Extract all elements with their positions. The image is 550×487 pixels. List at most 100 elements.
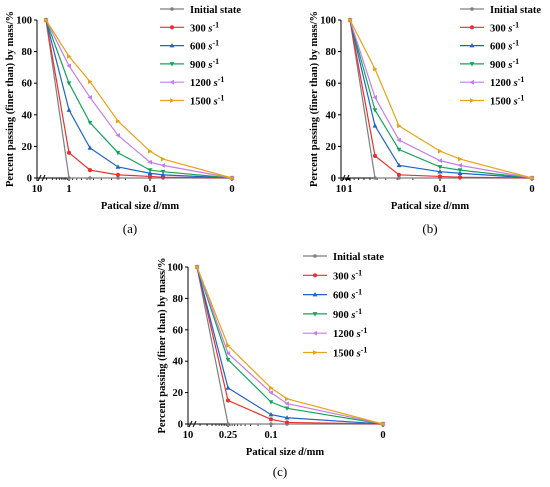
- series-line-3: [349, 19, 533, 179]
- legend-label: 900 s-1: [190, 57, 219, 71]
- data-point-3: [147, 168, 153, 173]
- y-tick-label: 80: [326, 47, 337, 58]
- y-tick-label: 0: [27, 174, 32, 185]
- chart-panel-0: 0 20 40 60 80 100 10 1 0.1 0 Percent passing (fine…: [5, 5, 241, 236]
- legend-label: 1500 s-1: [190, 94, 224, 108]
- chart-panel-1: 0 20 40 60 80 100 10 1 0.1 0 Percent passing (fine…: [309, 5, 541, 236]
- series-line-0: [349, 19, 532, 179]
- legend-label: 600 s-1: [333, 288, 362, 302]
- data-point-1: [268, 417, 274, 422]
- data-point-2: [225, 385, 231, 390]
- data-point-1: [396, 172, 402, 177]
- legend-label: 900 s-1: [490, 57, 519, 71]
- series-line-5: [349, 19, 533, 179]
- data-point-2: [147, 170, 153, 176]
- series-line-1: [349, 19, 533, 179]
- data-point-1: [437, 174, 443, 179]
- x-tick-label: 0.25: [219, 430, 237, 441]
- data-point-5: [397, 123, 402, 129]
- data-point-4: [284, 401, 289, 406]
- data-point-4: [396, 137, 401, 143]
- x-tick-label: 0: [380, 430, 385, 441]
- data-point-3: [268, 400, 274, 405]
- legend-marker: [469, 62, 475, 67]
- y-tick-label: 40: [22, 110, 33, 121]
- legend-marker: [469, 25, 475, 30]
- data-point-1: [147, 174, 153, 179]
- data-point-2: [284, 415, 290, 420]
- legend: Initial state 300 s-1 600 s-1 900 s-1 1200 s…: [460, 5, 541, 108]
- x-tick-label: 0.1: [264, 430, 277, 441]
- data-point-2: [268, 411, 274, 417]
- y-tick-label: 40: [173, 357, 184, 368]
- legend-marker: [313, 350, 318, 355]
- data-point-3: [160, 169, 166, 175]
- data-point-4: [268, 390, 273, 395]
- y-axis-label: Percent passing (finer than) by mass/%: [157, 257, 168, 433]
- data-point-4: [225, 350, 230, 356]
- data-point-3: [115, 150, 121, 156]
- y-tick-label: 20: [173, 388, 184, 399]
- y-tick-label: 100: [320, 16, 336, 27]
- x-axis-label: Patical size d/mm: [101, 201, 179, 212]
- data-point-0: [226, 422, 230, 426]
- legend-marker: [470, 98, 475, 103]
- axis-break-mark: [341, 174, 346, 182]
- axis-break-mark: [345, 174, 350, 182]
- data-point-1: [66, 150, 72, 155]
- data-point-4: [160, 162, 165, 168]
- x-tick-label: 10: [336, 184, 347, 195]
- data-point-5: [161, 156, 166, 162]
- legend-marker: [312, 292, 318, 297]
- x-tick-label: 0.1: [143, 184, 156, 195]
- y-tick-label: 20: [22, 142, 33, 153]
- y-tick-label: 80: [22, 47, 33, 58]
- legend-label: 300 s-1: [333, 268, 362, 282]
- data-point-2: [437, 169, 443, 174]
- data-point-2: [87, 145, 93, 150]
- legend-marker: [469, 43, 475, 48]
- legend-marker: [169, 62, 175, 67]
- x-tick-label: 0.1: [433, 184, 446, 195]
- data-point-4: [437, 158, 442, 164]
- legend-label: 600 s-1: [190, 39, 219, 53]
- data-point-3: [284, 406, 290, 411]
- data-point-5: [269, 385, 274, 391]
- legend-marker: [313, 254, 317, 258]
- legend-marker: [170, 98, 175, 103]
- y-tick-label: 20: [326, 142, 337, 153]
- y-tick-label: 100: [167, 263, 183, 274]
- legend-label: 1200 s-1: [190, 75, 224, 89]
- data-point-5: [230, 175, 235, 181]
- panel-label: (a): [123, 221, 137, 236]
- data-point-2: [372, 123, 378, 128]
- data-point-0: [397, 176, 401, 180]
- data-point-0: [116, 176, 120, 180]
- y-tick-label: 100: [16, 16, 32, 27]
- legend-marker: [169, 25, 175, 30]
- data-point-4: [115, 132, 120, 138]
- data-point-5: [226, 343, 231, 348]
- legend: Initial state 300 s-1 600 s-1 900 s-1 1200 s…: [303, 252, 384, 360]
- data-point-5: [348, 17, 353, 23]
- legend-marker: [312, 330, 317, 336]
- legend-marker: [169, 43, 175, 48]
- data-point-4: [66, 63, 71, 69]
- legend-label: Initial state: [190, 5, 241, 16]
- data-point-5: [195, 264, 200, 270]
- legend-marker: [169, 79, 174, 85]
- y-axis-label: Percent passing (finer than) by mass/%: [309, 11, 320, 187]
- y-tick-label: 0: [178, 420, 183, 431]
- data-point-2: [396, 162, 402, 168]
- legend-marker: [469, 79, 474, 85]
- data-point-3: [225, 357, 231, 363]
- data-point-5: [88, 79, 93, 85]
- data-point-3: [396, 147, 402, 153]
- data-point-2: [457, 170, 463, 176]
- data-point-5: [116, 118, 121, 124]
- data-point-4: [372, 95, 377, 100]
- data-point-5: [438, 148, 443, 154]
- data-point-1: [457, 175, 463, 180]
- data-point-5: [530, 175, 535, 181]
